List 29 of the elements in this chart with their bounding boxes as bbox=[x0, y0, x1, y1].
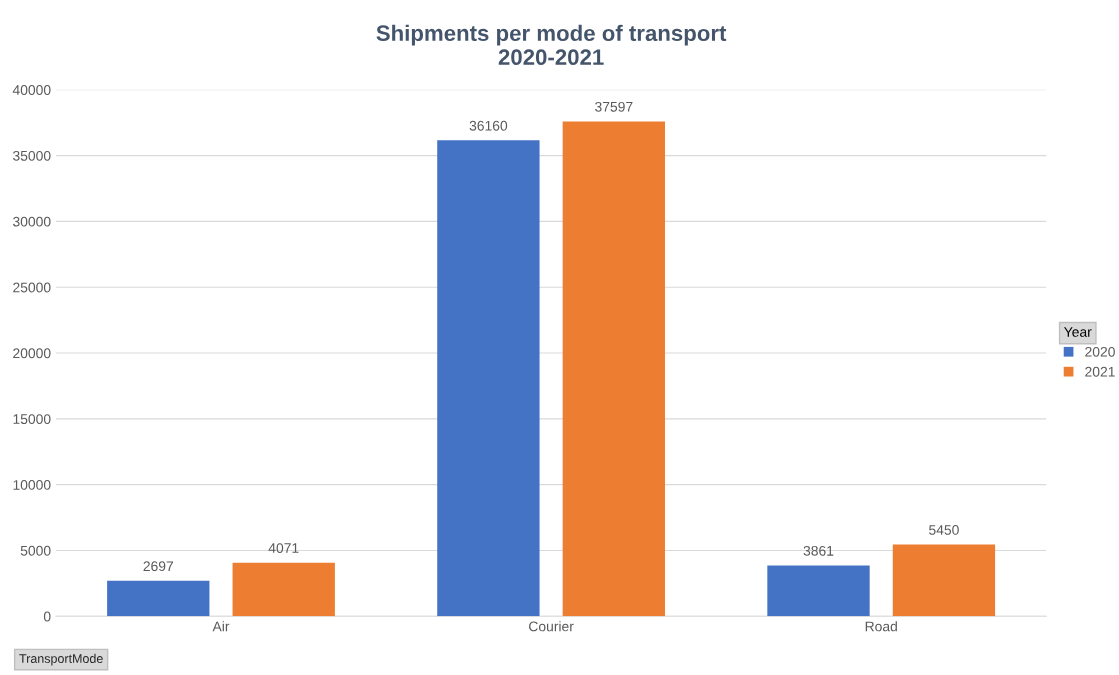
bar bbox=[107, 580, 210, 617]
data-label: 36160 bbox=[469, 120, 508, 131]
data-label: 2697 bbox=[143, 561, 174, 572]
y-tick-label: 30000 bbox=[13, 216, 51, 227]
y-tick-label: 25000 bbox=[13, 282, 51, 293]
bar bbox=[437, 140, 540, 617]
chart-title: Shipments per mode of transport 2020-2021 bbox=[376, 24, 727, 65]
bar bbox=[232, 562, 335, 617]
data-label: 3861 bbox=[803, 545, 834, 556]
x-tick-label: Air bbox=[212, 621, 230, 632]
data-label: 4071 bbox=[268, 543, 299, 553]
y-tick-label: 40000 bbox=[12, 85, 51, 95]
y-tick-label: 15000 bbox=[13, 414, 51, 425]
x-tick-label: Road bbox=[865, 621, 897, 632]
y-tick-label: 10000 bbox=[13, 479, 51, 490]
bar bbox=[892, 544, 996, 617]
legend-label: 2020 bbox=[1085, 346, 1115, 357]
data-label: 5450 bbox=[929, 525, 959, 535]
bar bbox=[767, 565, 870, 617]
x-axis-title: TransportMode bbox=[19, 653, 103, 666]
y-tick-label: 0 bbox=[43, 611, 51, 622]
legend-title: Year bbox=[1064, 327, 1092, 337]
legend-label: 2021 bbox=[1085, 366, 1115, 377]
data-label: 37597 bbox=[595, 101, 633, 112]
y-tick-label: 35000 bbox=[13, 150, 51, 161]
y-tick-label: 20000 bbox=[13, 348, 51, 359]
y-tick-label: 5000 bbox=[20, 545, 51, 556]
bar bbox=[562, 121, 665, 617]
x-tick-label: Courier bbox=[529, 621, 574, 632]
